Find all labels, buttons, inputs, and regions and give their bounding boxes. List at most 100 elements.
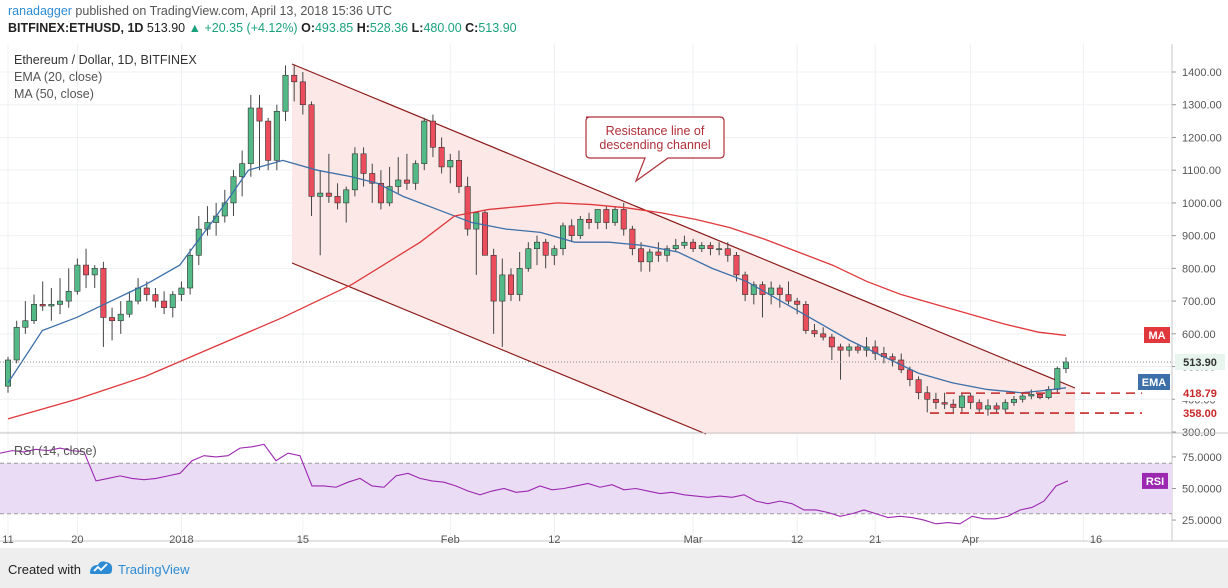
candle-body xyxy=(542,241,549,256)
candle-body xyxy=(22,320,29,328)
candle-body xyxy=(343,189,350,204)
candle-body xyxy=(577,218,584,236)
high-label: H: xyxy=(356,21,370,35)
ma-tag-label: MA xyxy=(1148,330,1165,342)
candle-body xyxy=(412,163,419,184)
candle-body xyxy=(429,120,436,148)
candle-body xyxy=(187,254,194,289)
candle-body xyxy=(811,330,818,335)
candle-body xyxy=(612,209,619,223)
candle-body xyxy=(464,186,471,230)
publish-line: ranadagger published on TradingView.com,… xyxy=(8,4,392,18)
candle-body xyxy=(664,248,671,256)
candle-body xyxy=(473,212,480,230)
candle-body xyxy=(334,196,341,204)
candle-body xyxy=(516,268,523,295)
candle-body xyxy=(126,300,133,315)
level-418-badge-bg xyxy=(1175,385,1225,402)
rsi-tag-label: RSI xyxy=(1146,476,1164,488)
candle-body xyxy=(1028,394,1035,397)
low-label: L: xyxy=(411,21,424,35)
time-tick-label: 16 xyxy=(1090,534,1102,546)
legend: Ethereum / Dollar, 1D, BITFINEX EMA (20,… xyxy=(14,53,197,458)
high-value: 528.36 xyxy=(369,21,409,35)
rsi-panel: 75.0000 50.0000 25.0000 RSI xyxy=(0,432,1228,527)
low-value: 480.00 xyxy=(423,21,462,35)
candlestick-series xyxy=(5,65,1069,416)
time-tick-label: Mar xyxy=(684,534,703,546)
candle-body xyxy=(915,379,922,394)
rsi-line xyxy=(0,443,1069,525)
ema-tag xyxy=(1138,374,1170,390)
candle-body xyxy=(716,248,723,251)
level-418-badge: 418.79 xyxy=(1175,385,1225,402)
candle-body xyxy=(551,248,558,256)
author-link[interactable]: ranadagger xyxy=(8,4,72,18)
candle-body xyxy=(57,300,64,305)
legend-title: Ethereum / Dollar, 1D, BITFINEX xyxy=(14,53,197,67)
last-price-badge-bg xyxy=(1175,353,1225,370)
symbol-label: BITFINEX:ETHUSD, 1D xyxy=(8,21,147,35)
candle-body xyxy=(603,209,610,223)
candle-body xyxy=(5,359,11,387)
candle-body xyxy=(733,254,740,276)
price-tick-label: 700.00 xyxy=(1182,296,1216,308)
time-tick-label: 21 xyxy=(869,534,881,546)
candle-body xyxy=(742,274,749,295)
candle-body xyxy=(820,333,827,338)
price-chart-svg[interactable]: 1400.00 1300.00 1200.00 1100.00 1000.00 900.0… xyxy=(0,44,1228,548)
candle-body xyxy=(195,228,202,256)
time-tick-label: 12 xyxy=(548,534,560,546)
publish-info: published on TradingView.com, April 13, … xyxy=(71,4,393,18)
candle-body xyxy=(109,317,116,322)
candle-body xyxy=(308,104,315,197)
candle-body xyxy=(976,402,983,410)
candle-body xyxy=(317,192,324,197)
level-358-badge-text: 358.00 xyxy=(1183,408,1217,420)
callout-line2: descending channel xyxy=(599,138,710,152)
candle-body xyxy=(1036,394,1043,398)
candle-body xyxy=(872,346,879,354)
candle-body xyxy=(455,160,462,187)
candle-body xyxy=(941,402,948,405)
created-with-label: Created with xyxy=(8,562,81,577)
candle-body xyxy=(325,192,332,197)
time-tick-label: Apr xyxy=(962,534,979,546)
candle-body xyxy=(117,313,124,322)
callout-box xyxy=(585,116,725,183)
rsi-band xyxy=(0,463,1172,514)
tradingview-logo-icon[interactable] xyxy=(88,559,114,582)
descending-channel xyxy=(291,63,1076,435)
channel-fill xyxy=(292,64,1075,434)
level-358-badge-bg xyxy=(1175,405,1225,422)
candle-body xyxy=(629,228,636,250)
price-tick-label: 1000.00 xyxy=(1182,198,1222,210)
level-418-badge-text: 418.79 xyxy=(1183,388,1217,400)
price-change: +20.35 (+4.12%) xyxy=(201,21,298,35)
candle-body xyxy=(794,300,801,305)
chart-area[interactable]: 1400.00 1300.00 1200.00 1100.00 1000.00 900.0… xyxy=(0,44,1228,548)
candle-body xyxy=(1002,402,1009,410)
candle-body xyxy=(568,225,575,236)
candle-body xyxy=(785,294,792,302)
rsi-tick-label: 75.0000 xyxy=(1182,452,1222,464)
candle-body xyxy=(256,107,263,122)
candle-body xyxy=(690,241,697,250)
open-label: O: xyxy=(301,21,315,35)
candle-body xyxy=(369,173,376,184)
symbol-line: BITFINEX:ETHUSD, 1D 513.90 ▲ +20.35 (+4.… xyxy=(8,21,517,35)
candle-body xyxy=(48,304,55,307)
time-tick-label: 20 xyxy=(71,534,83,546)
channel-lower-line xyxy=(291,262,707,435)
tradingview-link[interactable]: TradingView xyxy=(118,562,190,577)
open-value: 493.85 xyxy=(314,21,354,35)
candle-body xyxy=(282,74,289,112)
candle-body xyxy=(967,395,974,403)
close-label: C: xyxy=(465,21,479,35)
ma-line xyxy=(7,202,1067,420)
candle-body xyxy=(534,241,540,250)
candle-body xyxy=(135,287,142,302)
candle-body xyxy=(655,251,662,256)
rsi-tag xyxy=(1142,472,1168,489)
candle-body xyxy=(750,284,757,295)
